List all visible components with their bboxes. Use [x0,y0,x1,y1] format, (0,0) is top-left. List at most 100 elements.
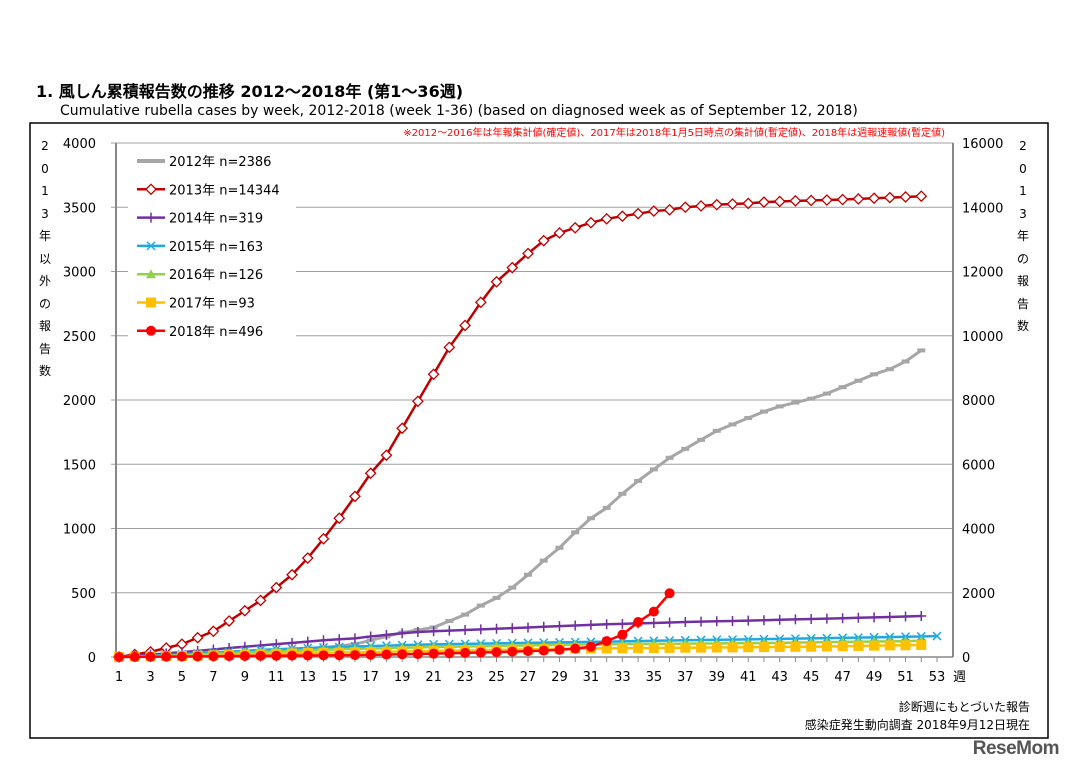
point-marker [743,642,754,653]
point-marker [789,194,802,207]
point-marker [333,512,346,525]
point-marker [710,198,723,211]
point-marker [665,455,674,460]
point-marker [648,643,659,654]
x-tick-label: 19 [394,670,411,685]
series-line [118,643,922,659]
point-marker [820,194,833,206]
point-marker [192,651,203,662]
y-tick-label-left: 4000 [63,137,96,152]
legend-label: 2013年 n=14344 [169,183,280,198]
point-marker [932,631,942,641]
x-tick-label: 29 [551,670,568,685]
point-marker [146,269,156,279]
legend-item [137,212,165,223]
point-marker [224,651,235,662]
point-marker [270,581,283,594]
point-marker [569,221,582,234]
legend-label: 2018年 n=496 [169,325,263,340]
point-marker [679,201,692,214]
point-marker [791,400,800,405]
point-marker [381,649,392,660]
point-marker [727,642,738,653]
point-marker [870,372,879,377]
point-marker [758,196,770,209]
point-marker [444,625,455,636]
point-marker [146,297,156,308]
x-tick-label: 3 [146,670,154,685]
y-tick-label-right: 4000 [962,523,995,538]
point-marker [744,415,753,420]
point-marker [790,641,801,652]
legend-item [137,241,165,251]
point-marker [476,603,485,608]
y-axis-title-right: 2013年の報告数 [1016,139,1029,333]
point-marker [601,636,612,647]
point-marker [507,623,518,634]
chart-frame [29,122,1049,739]
point-marker [523,622,533,633]
point-marker [445,619,454,624]
point-marker [680,617,691,628]
y-tick-label-right: 10000 [962,330,1003,345]
point-marker [838,385,847,390]
point-marker [727,616,738,627]
y-tick-label-right: 0 [962,651,970,666]
point-marker [790,614,801,625]
point-marker [301,552,314,564]
point-marker [349,650,360,661]
point-marker [726,198,739,210]
point-marker [427,368,440,381]
point-marker [869,640,880,651]
chart-subtitle: Cumulative rubella cases by week, 2012-2… [60,103,858,119]
point-marker [491,647,502,658]
point-marker [146,325,156,336]
point-marker [695,200,707,212]
point-marker [317,532,330,545]
point-marker [854,378,863,383]
point-marker [743,615,754,626]
y-tick-label-left: 3500 [63,201,96,216]
point-marker [334,650,345,661]
x-tick-label: 15 [331,670,348,685]
x-tick-label: 53 [929,670,946,685]
x-tick-label: 13 [299,670,316,685]
point-marker [664,617,675,628]
x-tick-label: 43 [771,670,788,685]
point-marker [318,650,329,661]
point-marker [900,611,911,622]
point-marker [805,194,818,207]
point-marker [145,651,156,662]
point-marker [302,650,313,661]
point-marker [632,207,645,220]
point-marker [318,635,329,646]
point-marker [616,210,629,223]
point-marker [916,640,927,651]
point-marker [758,615,769,626]
legend-label: 2014年 n=319 [169,212,263,227]
point-marker [868,192,880,205]
series-line [118,614,922,659]
y-tick-label-right: 12000 [962,266,1003,281]
point-marker [491,623,502,634]
series-line [118,639,922,659]
point-marker [648,617,659,628]
point-marker [634,478,643,483]
point-marker [145,183,157,196]
point-marker [365,649,376,660]
point-marker [647,205,660,218]
point-marker [600,212,613,225]
point-marker [207,625,220,638]
point-marker [523,646,533,657]
point-marker [396,422,409,435]
point-marker [555,545,564,550]
point-marker [538,645,549,656]
point-marker [444,648,455,659]
point-marker [570,620,581,631]
point-marker [822,391,831,396]
x-tick-label: 17 [362,670,379,685]
point-marker [821,613,832,624]
y-tick-label-left: 2000 [63,394,96,409]
